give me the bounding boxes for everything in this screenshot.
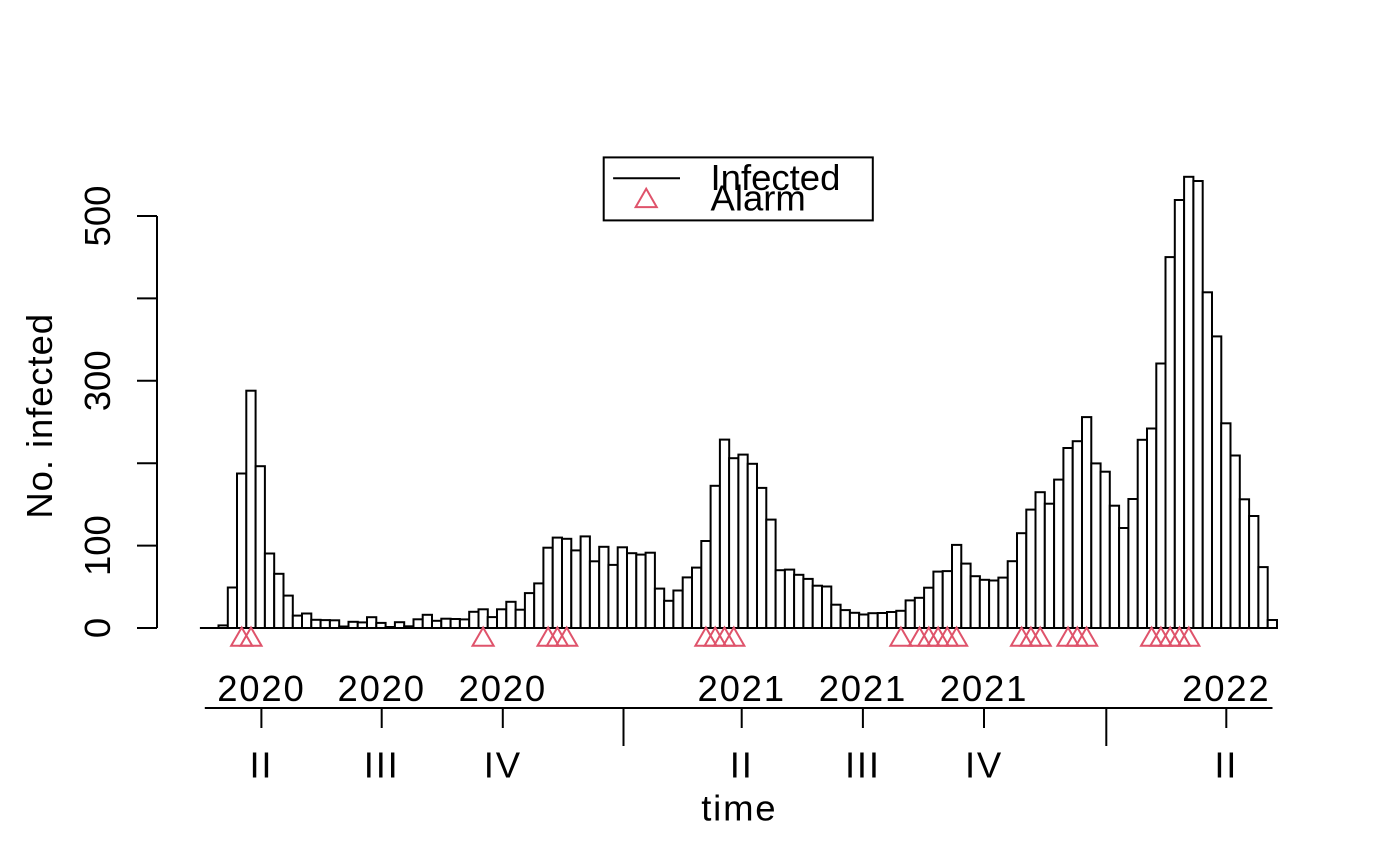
svg-text:IV: IV: [965, 745, 1003, 786]
svg-text:IV: IV: [484, 745, 522, 786]
svg-text:2020: 2020: [337, 668, 425, 709]
svg-text:II: II: [1214, 745, 1238, 786]
svg-text:Infected: Infected: [711, 157, 841, 198]
svg-text:0: 0: [77, 618, 118, 638]
svg-text:300: 300: [77, 350, 118, 411]
svg-text:II: II: [730, 745, 754, 786]
svg-text:III: III: [845, 745, 881, 786]
svg-text:time: time: [701, 788, 777, 829]
svg-text:2021: 2021: [819, 668, 907, 709]
svg-text:2021: 2021: [697, 668, 785, 709]
svg-text:2020: 2020: [459, 668, 547, 709]
svg-text:III: III: [364, 745, 400, 786]
svg-text:No. infected: No. infected: [19, 313, 60, 519]
svg-text:2020: 2020: [217, 668, 305, 709]
svg-text:2022: 2022: [1182, 668, 1270, 709]
svg-text:500: 500: [77, 186, 118, 247]
svg-text:2021: 2021: [940, 668, 1028, 709]
svg-text:100: 100: [77, 515, 118, 576]
svg-text:Alarm: Alarm: [711, 178, 806, 219]
svg-text:II: II: [249, 745, 273, 786]
